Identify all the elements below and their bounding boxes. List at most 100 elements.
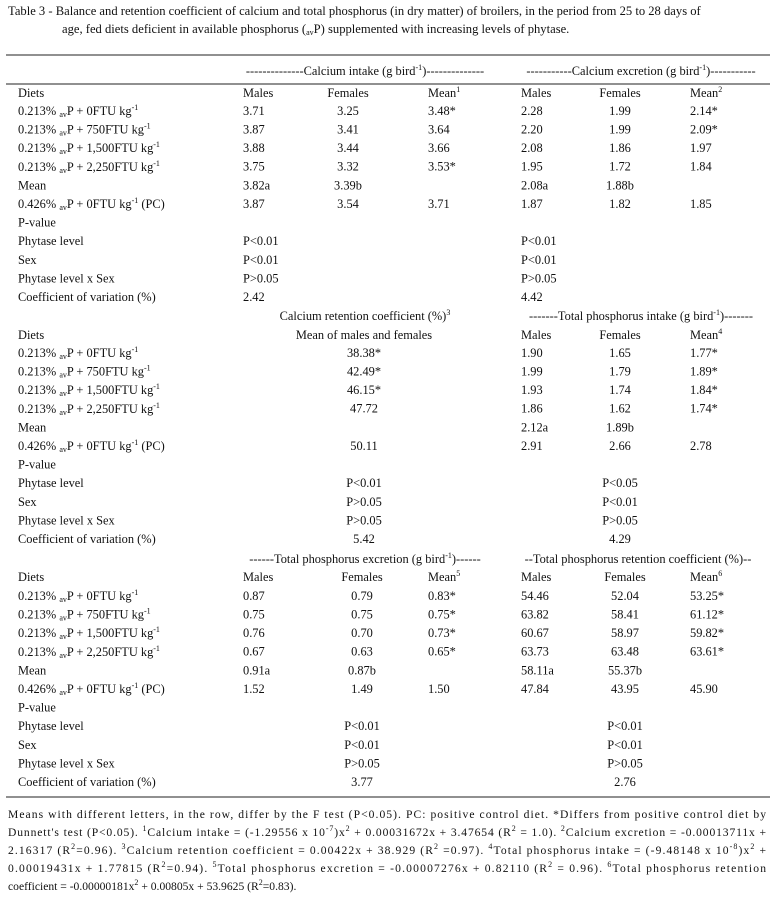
column-header: Females [341, 570, 382, 584]
table-cell: 2.66 [609, 439, 631, 453]
table-cell: 0.75* [428, 607, 456, 621]
column-header: Males [521, 328, 551, 342]
column-header: Females [599, 86, 640, 100]
row-label: Phytase level x Sex [18, 271, 116, 285]
text-run: Mean [428, 570, 456, 584]
row-label: Coefficient of variation (%) [18, 290, 156, 304]
table-cell: P<0.01 [243, 234, 279, 248]
text-run: P + 0FTU kg [67, 197, 132, 211]
text-run: 0.213% [18, 607, 59, 621]
row-label: Diets [18, 86, 44, 100]
table-cell: 1.52 [243, 682, 265, 696]
text-run: Means with different letters, in the row… [8, 808, 766, 821]
text-run: )----------- [706, 64, 756, 78]
superscript: 2 [346, 824, 350, 833]
superscript: 2 [134, 878, 138, 887]
text-run: Mean [690, 86, 718, 100]
table-cell: 58.11a [521, 663, 554, 677]
table-cell: 5.42 [353, 532, 375, 546]
superscript: -1 [153, 140, 160, 149]
table-cell: 52.04 [611, 589, 639, 603]
table-cell: 0.73* [428, 626, 456, 640]
row-label: Phytase level x Sex [18, 756, 116, 770]
subscript: av [306, 28, 314, 37]
row-label: 0.213% avP + 0FTU kg-1 [18, 345, 138, 361]
table-cell: 59.82* [690, 626, 724, 640]
text-run: + 0.00805x + 53.9625 (R [138, 880, 259, 893]
subscript: av [59, 203, 67, 212]
text-run: Total phosphorus intake = (-9.48148 x 10 [493, 844, 728, 857]
table-cell: 3.39b [334, 178, 362, 192]
table-cell: 0.87b [348, 663, 376, 677]
text-run: Table 3 - Balance and retention coeffici… [8, 4, 702, 18]
text-run: -------Total phosphorus intake (g bird [529, 309, 714, 323]
table-cell: 1.84* [690, 383, 718, 397]
row-label: Coefficient of variation (%) [18, 532, 156, 546]
superscript: 2 [718, 85, 722, 94]
column-header: Mean5 [428, 569, 460, 584]
table-cell: 1.90 [521, 346, 543, 360]
row-label: 0.213% avP + 0FTU kg-1 [18, 588, 138, 604]
table-cell: P<0.01 [243, 253, 279, 267]
row-label: Phytase level [18, 476, 84, 490]
text-run: =0.83). [263, 880, 297, 893]
text-run: P + 750FTU kg [67, 122, 144, 136]
text-run: =0.96). [76, 844, 120, 857]
section-header: Calcium retention coefficient (%)3 [280, 308, 451, 323]
table-cell: 61.12* [690, 607, 724, 621]
table-cell: 58.41 [611, 607, 639, 621]
row-label: Phytase level x Sex [18, 513, 116, 527]
text-run: 0.213% [18, 383, 59, 397]
text-run: -----------Calcium excretion (g bird [526, 64, 700, 78]
superscript: -1 [132, 438, 139, 447]
column-header: Females [604, 570, 645, 584]
text-run: )-------------- [422, 64, 484, 78]
table-cell: 1.88b [606, 178, 634, 192]
table-cell: 63.61* [690, 645, 724, 659]
table-cell: 1.65 [609, 346, 631, 360]
row-label: Mean [18, 663, 46, 677]
table-cell: 0.63 [351, 645, 373, 659]
table-cell: 1.74* [690, 402, 718, 416]
text-run: 0.426% [18, 682, 59, 696]
table-cell: 4.42 [521, 290, 543, 304]
superscript: -1 [153, 159, 160, 168]
row-label: 0.213% avP + 1,500FTU kg-1 [18, 382, 160, 398]
table-cell: 2.08a [521, 178, 549, 192]
text-run: P + 1,500FTU kg [67, 626, 153, 640]
table-cell: 1.97 [690, 141, 712, 155]
superscript: 3 [446, 308, 450, 317]
text-run: = 0.96). [553, 862, 606, 875]
table-cell: 1.99 [521, 364, 543, 378]
column-header: Females [327, 86, 368, 100]
table-cell: 2.28 [521, 104, 543, 118]
text-run: 0.213% [18, 346, 59, 360]
superscript: 1 [456, 85, 460, 94]
table-cell: 1.84 [690, 160, 712, 174]
table-cell: 2.20 [521, 122, 543, 136]
footnote-line: coefficient = -0.00000181x2 + 0.00805x +… [8, 878, 296, 893]
row-label: 0.426% avP + 0FTU kg-1 (PC) [18, 681, 165, 697]
table-cell: 0.87 [243, 589, 265, 603]
text-run: 0.00019431x + 1.77815 (R [8, 862, 161, 875]
subscript: av [59, 147, 67, 156]
table-cell: 50.11 [350, 439, 377, 453]
table-cell: 63.48 [611, 645, 639, 659]
text-run: + 0.00031672x + 3.47654 (R [351, 826, 512, 839]
table-cell: 1.62 [609, 402, 631, 416]
column-header: Males [243, 570, 273, 584]
footnote-line: Dunnett's test (P<0.05). 1Calcium intake… [8, 824, 766, 839]
row-label: 0.213% avP + 1,500FTU kg-1 [18, 625, 160, 641]
text-run: P) supplemented with increasing levels o… [314, 22, 570, 36]
superscript: 2 [750, 842, 754, 851]
subscript: av [59, 632, 67, 641]
footnote-line: 0.00019431x + 1.77815 (R2=0.94). 5Total … [8, 860, 766, 875]
table-cell: P<0.01 [346, 476, 382, 490]
row-label: P-value [18, 701, 56, 715]
table-cell: 2.14* [690, 104, 718, 118]
text-run: --------------Calcium intake (g bird [246, 64, 416, 78]
table-cell: 3.54 [337, 197, 359, 211]
title-line: Table 3 - Balance and retention coeffici… [8, 4, 702, 18]
table-cell: 42.49* [347, 364, 381, 378]
